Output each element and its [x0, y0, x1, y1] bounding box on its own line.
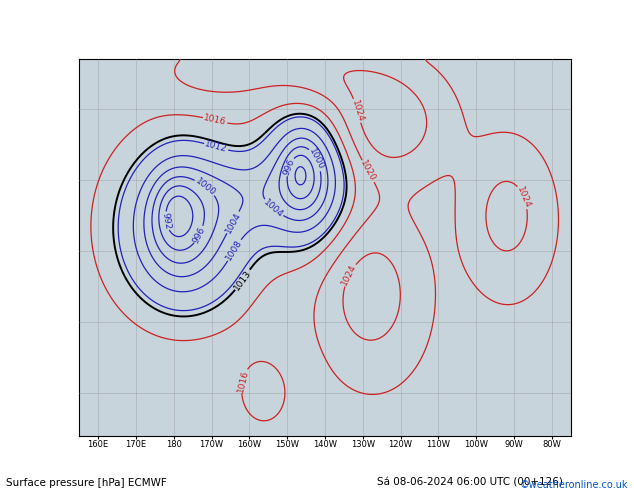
Text: 1000: 1000 — [193, 176, 217, 197]
Text: 1004: 1004 — [223, 210, 242, 235]
Text: 1013: 1013 — [232, 268, 253, 292]
Text: 1004: 1004 — [262, 197, 285, 219]
Text: Surface pressure [hPa] ECMWF: Surface pressure [hPa] ECMWF — [6, 478, 167, 488]
Text: 996: 996 — [191, 225, 207, 245]
Text: 992: 992 — [160, 212, 172, 230]
Text: Sá 08-06-2024 06:00 UTC (00+126): Sá 08-06-2024 06:00 UTC (00+126) — [377, 478, 563, 488]
Text: 1016: 1016 — [236, 368, 250, 393]
Text: 1012: 1012 — [204, 140, 228, 154]
Text: 996: 996 — [282, 157, 297, 176]
Text: 1024: 1024 — [350, 98, 365, 123]
Text: 1000: 1000 — [307, 147, 326, 172]
Text: 1008: 1008 — [224, 238, 244, 262]
Text: ©weatheronline.co.uk: ©weatheronline.co.uk — [519, 480, 628, 490]
Text: 1024: 1024 — [515, 185, 533, 209]
Text: 1020: 1020 — [359, 159, 377, 183]
Text: 1016: 1016 — [203, 113, 228, 127]
Text: 1024: 1024 — [340, 263, 358, 287]
